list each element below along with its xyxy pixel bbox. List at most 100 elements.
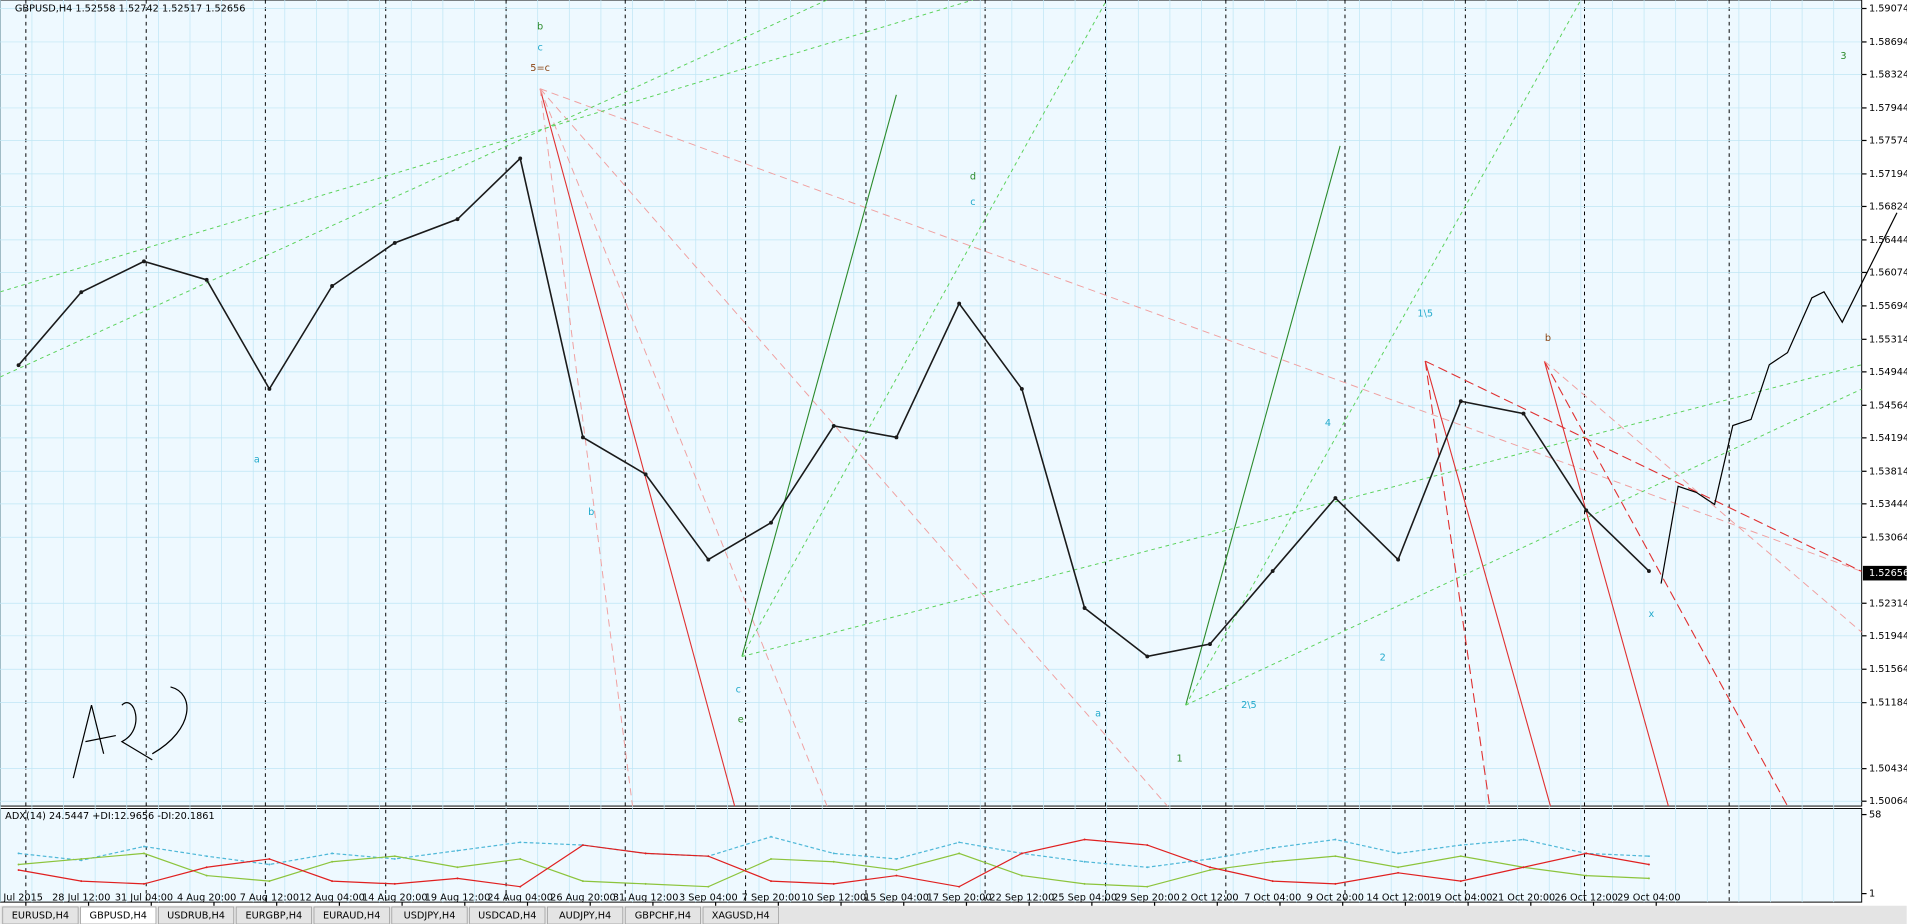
tab[interactable] [702,906,779,924]
point [895,874,898,877]
x-tick-label: 29 Oct 04:00 [1617,892,1680,903]
drawing-layer [0,0,1898,807]
point [1083,882,1086,885]
tab-label[interactable]: XAGUSD,H4 [712,910,770,921]
x-tick-label: 31 Jul 04:00 [115,892,173,903]
x-tick-label: 19 Oct 04:00 [1429,892,1492,903]
point [205,855,208,858]
point [455,217,460,222]
point [1020,874,1023,877]
tab-label[interactable]: EURAUD,H4 [323,910,380,921]
point [1522,866,1525,869]
wave-label: 1\5 [1417,309,1433,320]
y-tick-label: 1.51564 [1869,664,1907,675]
point [644,852,647,855]
tab-label[interactable]: GBPCHF,H4 [635,910,691,921]
y-tick-label: 1.56824 [1869,201,1907,212]
point [770,835,773,838]
tab[interactable] [158,906,235,924]
y-tick-label: 1.54944 [1869,367,1907,378]
wave-label: 5=c [530,63,550,74]
wave-label: a [1095,709,1101,720]
point [1397,866,1400,869]
x-tick-label: 17 Sep 20:00 [927,892,992,903]
point [770,857,773,860]
point [643,472,648,477]
tab-label[interactable]: EURGBP,H4 [246,910,303,921]
tab[interactable] [235,906,312,924]
tab-label[interactable]: USDRUB,H4 [167,910,225,921]
point [1209,866,1211,869]
tab-label[interactable]: AUDJPY,H4 [559,910,611,921]
x-tick-label: 9 Oct 20:00 [1307,892,1364,903]
tab[interactable] [624,906,701,924]
point [1647,877,1650,880]
x-tick-label: 7 Oct 04:00 [1244,892,1301,903]
x-tick-label: 12 Aug 04:00 [299,892,365,903]
wave-label: b [537,22,543,33]
tab[interactable] [2,906,79,924]
y-tick-label: 58 [1869,810,1881,821]
y-tick-label: 1 [1869,889,1875,900]
tab-label[interactable]: USDJPY,H4 [404,910,456,921]
y-tick-label: 1.56444 [1869,235,1907,246]
marks-layer: 1.59074 1.58694 1.58324 1.57944 1.57574 1.571… [0,4,1907,906]
point [268,857,271,860]
trend-line [1424,361,1491,807]
point [1146,885,1149,888]
point [142,259,146,264]
point [1334,855,1337,858]
point [707,855,710,858]
point [17,852,20,855]
series-line [18,836,1649,868]
tab[interactable] [469,906,546,924]
point [1647,855,1650,858]
tab[interactable] [313,906,390,924]
chart-title: GBPUSD,H4 1.52558 1.52742 1.52517 1.5265… [15,4,246,15]
trend-line [1424,360,1551,807]
point [519,857,522,860]
point [1208,642,1212,647]
x-tick-label: 3 Jul 2015 [0,892,43,903]
point [1521,411,1526,416]
trend-line [539,88,1862,572]
point [456,849,459,852]
point [79,290,84,295]
point [1020,852,1023,855]
point [644,882,647,885]
point [1585,874,1588,877]
trend-line [741,94,897,657]
trend-line [1424,360,1862,572]
point [1083,860,1086,863]
x-tick-label: 21 Oct 20:00 [1492,892,1555,903]
tab[interactable] [547,906,624,924]
point [1145,654,1150,659]
point [1459,880,1462,883]
x-tick-label: 14 Oct 12:00 [1366,892,1429,903]
point [1333,496,1338,500]
signature [72,686,188,779]
current-price-box [1862,565,1907,581]
point [1334,838,1337,841]
point [331,880,334,883]
tab-label[interactable]: GBPUSD,H4 [90,910,147,921]
point [519,841,522,844]
wave-label: 2\5 [1241,700,1257,711]
tab[interactable] [391,906,468,924]
y-tick-label: 1.52314 [1869,598,1907,609]
y-tick-label: 1.53064 [1869,532,1907,543]
tab-label[interactable]: USDCAD,H4 [478,910,536,921]
point [16,363,21,368]
tab-label[interactable]: EURUSD,H4 [12,910,69,921]
y-tick-label: 1.58324 [1869,69,1907,80]
point [1019,386,1024,391]
point [706,557,711,562]
point [958,885,961,888]
wave-label: 1 [1177,754,1183,765]
tab[interactable] [80,906,157,924]
point [519,885,522,888]
x-tick-label: 7 Sep 20:00 [742,892,801,903]
point [581,844,584,847]
point [1271,860,1274,863]
x-tick-label: 26 Oct 12:00 [1555,892,1618,903]
